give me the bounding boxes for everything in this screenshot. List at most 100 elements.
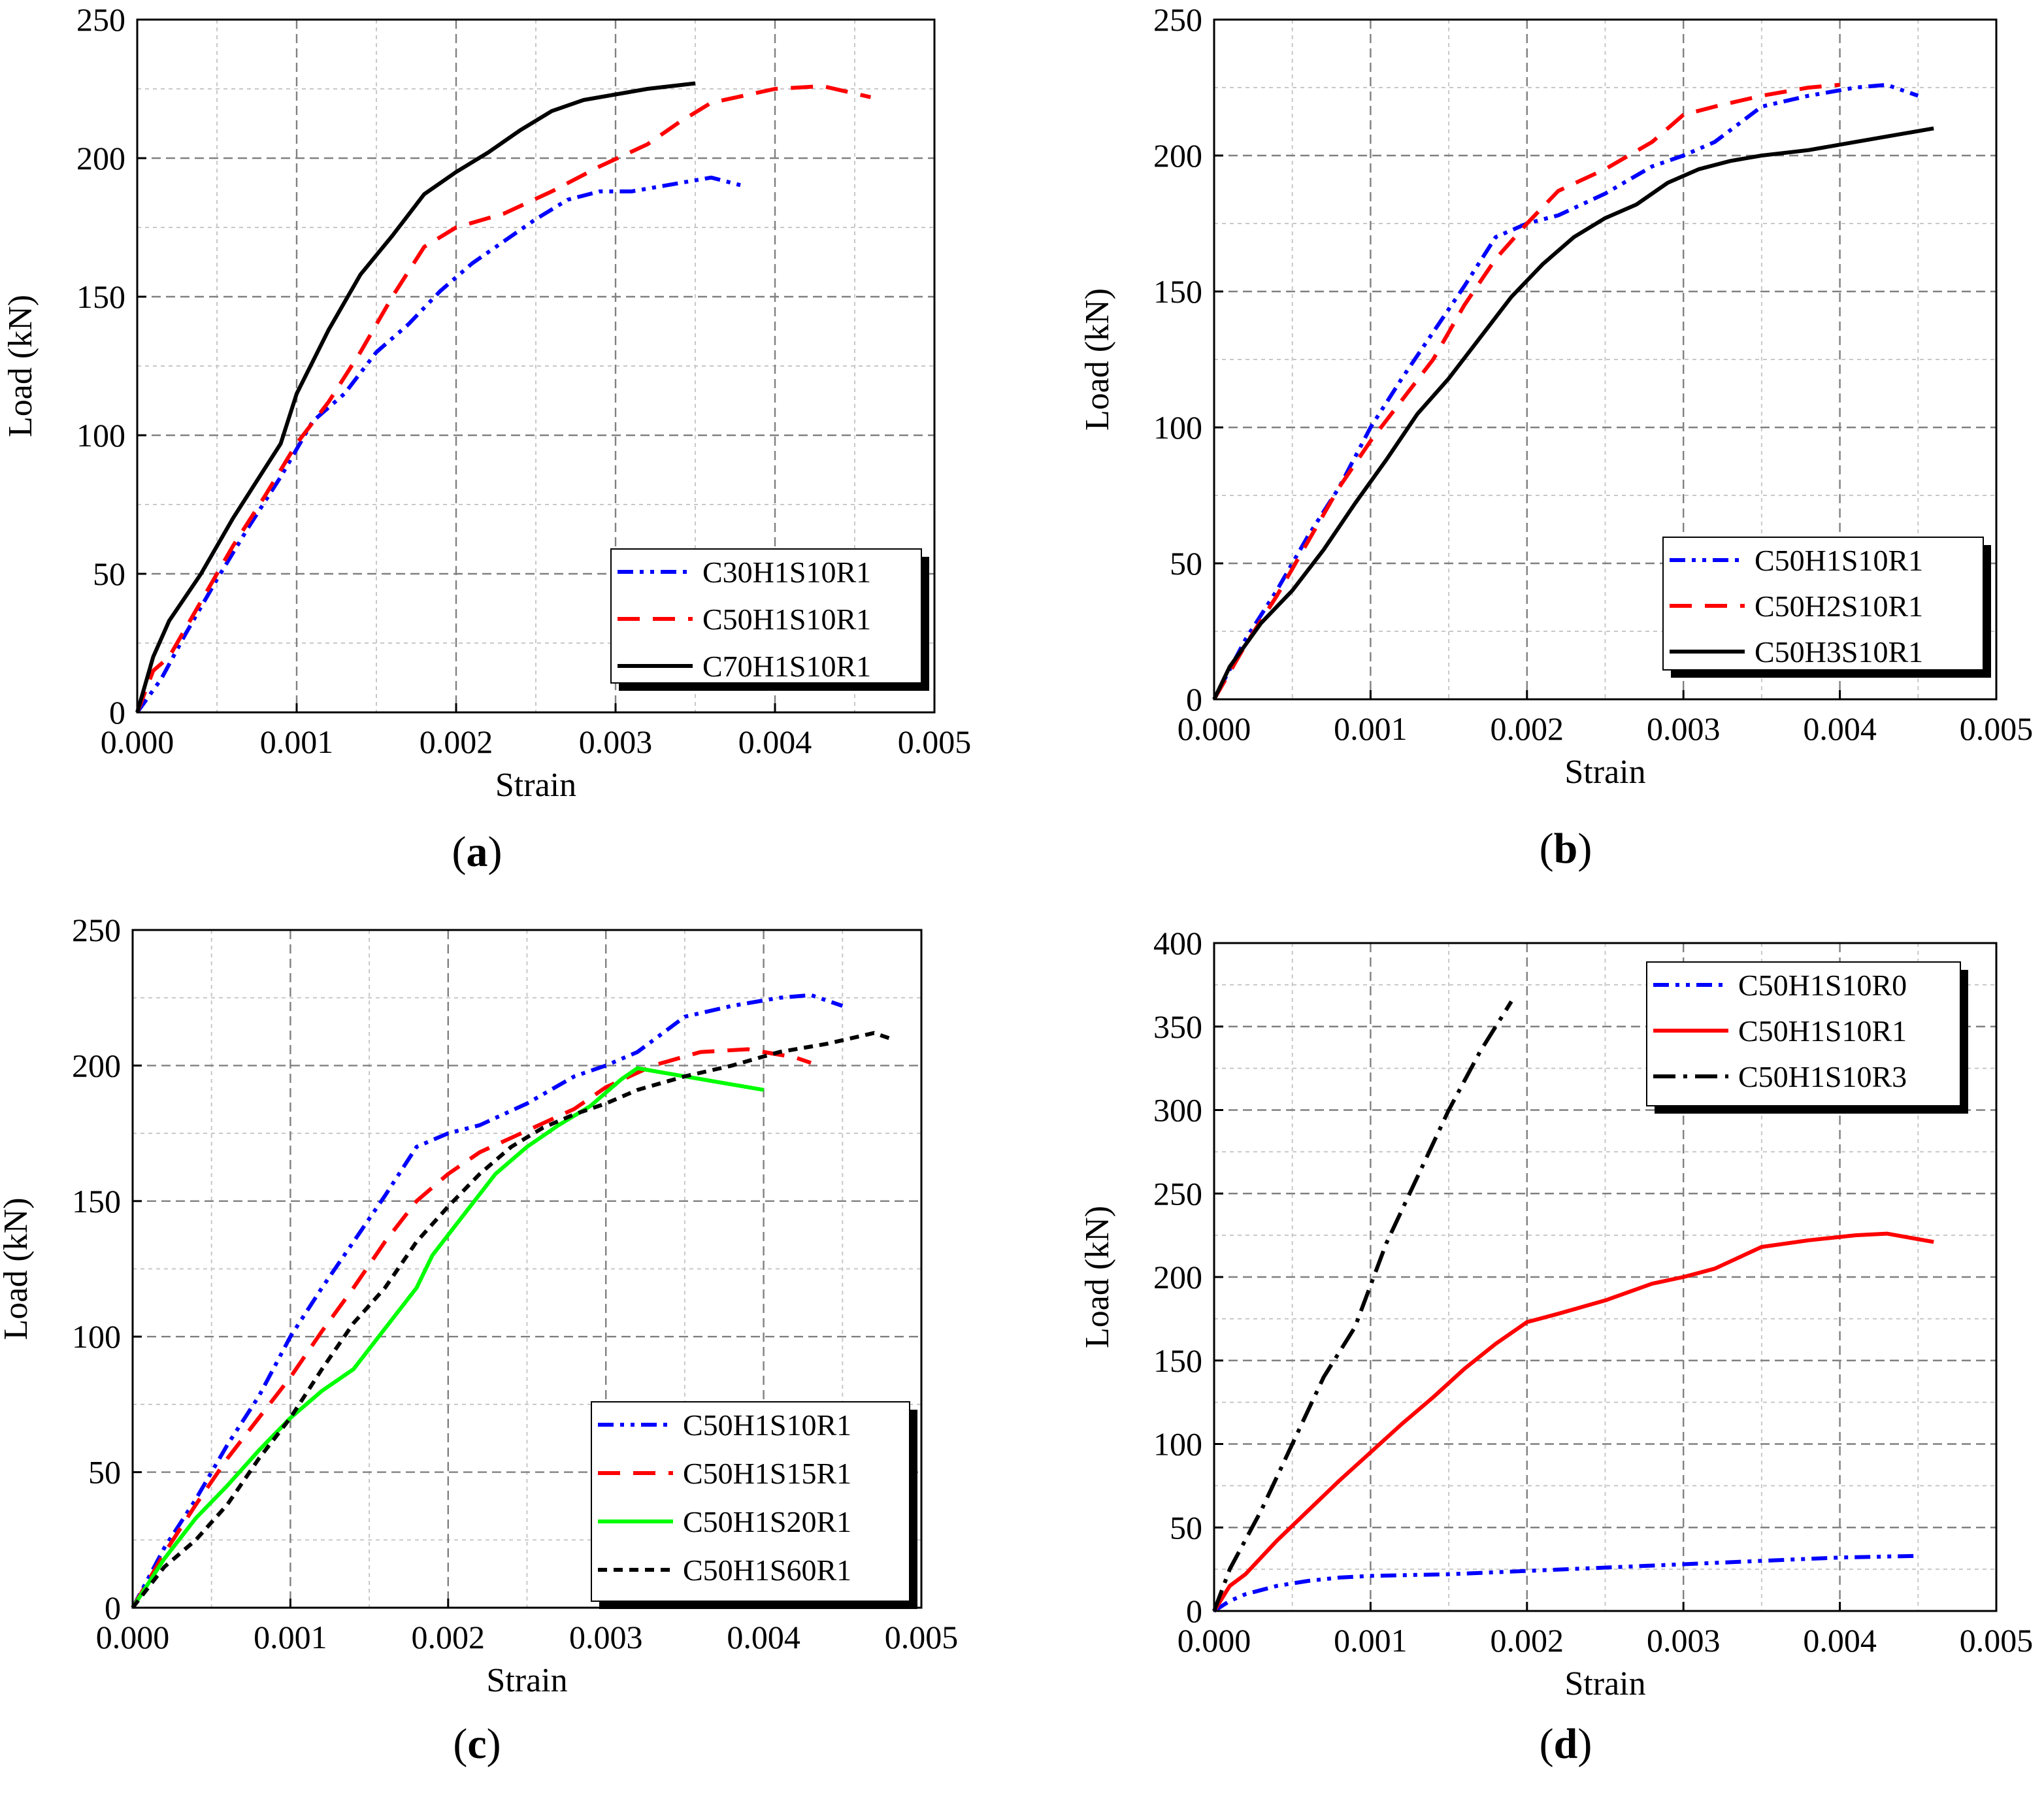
x-tick-label: 0.005: [898, 723, 972, 760]
x-tick-label: 0.002: [412, 1619, 486, 1655]
y-tick-label: 50: [1170, 545, 1202, 582]
y-tick-label: 150: [1153, 1342, 1202, 1379]
series-line-C50H1S10R3: [1212, 1000, 1513, 1612]
x-tick-label: 0.002: [420, 723, 493, 760]
y-tick-label: 0: [1186, 1593, 1202, 1629]
y-tick-label: 150: [1153, 273, 1202, 310]
legend-label: C30H1S10R1: [702, 556, 871, 589]
x-tick-label: 0.001: [254, 1619, 327, 1655]
plot-frame: [1213, 18, 1998, 701]
x-tick-label: 0.005: [1960, 1622, 2034, 1659]
x-tick-label: 0.001: [1334, 710, 1408, 747]
legend-label: C50H2S10R1: [1755, 589, 1923, 623]
series-line-C50H1S10R1: [1212, 1231, 1934, 1612]
x-tick-label: 0.003: [569, 1619, 643, 1655]
series-line-C50H1S10R1: [131, 993, 844, 1609]
y-tick-label: 250: [1153, 1, 1202, 38]
legend: C50H1S10R1 C50H2S10R1 C50H3S10R1: [1662, 537, 1991, 678]
y-tick-label: 0: [105, 1589, 121, 1626]
legend-box: [591, 1401, 910, 1602]
y-tick-label: 100: [76, 417, 125, 454]
chart-panel-c: 0.000 0.001 0.002 0.003 0.004 0.005 0 50 100 150 2…: [0, 912, 958, 1768]
legend: C30H1S10R1 C50H1S10R1 C70H1S10R1: [610, 548, 929, 691]
x-axis-label: Strain: [1564, 1665, 1645, 1702]
y-tick-label: 250: [76, 1, 125, 38]
x-tick-label: 0.003: [1647, 710, 1721, 747]
x-axis-label: Strain: [495, 767, 576, 804]
y-tick-label: 50: [88, 1454, 121, 1491]
y-tick-label: 350: [1153, 1008, 1202, 1045]
plot-frame: [131, 929, 923, 1609]
y-tick-label: 150: [72, 1183, 121, 1220]
legend-label: C50H3S10R1: [1755, 635, 1923, 669]
panel-caption: (b): [1540, 825, 1592, 872]
y-tick-label: 0: [109, 694, 125, 731]
series-line-C50H1S15R1: [131, 1047, 812, 1609]
y-tick-label: 100: [1153, 409, 1202, 446]
x-axis-label: Strain: [1564, 754, 1645, 791]
x-tick-label: 0.001: [260, 723, 334, 760]
legend-label: C50H1S10R1: [1755, 544, 1923, 577]
x-tick-label: 0.000: [101, 723, 174, 760]
x-axis-label: Strain: [486, 1662, 567, 1699]
x-tick-label: 0.000: [96, 1619, 170, 1655]
y-tick-label: 100: [1153, 1426, 1202, 1463]
legend-label: C50H1S20R1: [683, 1505, 851, 1538]
legend: C50H1S10R0 C50H1S10R1 C50H1S10R3: [1646, 961, 1968, 1114]
legend: C50H1S10R1 C50H1S15R1 C50H1S20R1 C50H1S60R1: [591, 1401, 917, 1609]
legend-label: C70H1S10R1: [702, 650, 871, 683]
chart-panel-d: 0.000 0.001 0.002 0.003 0.004 0.005 0 50 100 150 2…: [1079, 925, 2033, 1768]
legend-label: C50H1S60R1: [683, 1553, 851, 1587]
x-tick-label: 0.005: [1960, 710, 2034, 747]
y-tick-label: 250: [1153, 1175, 1202, 1212]
y-axis-label: Load (kN): [2, 295, 39, 437]
y-tick-label: 300: [1153, 1092, 1202, 1129]
x-tick-label: 0.004: [727, 1619, 800, 1655]
chart-panel-a: 0.000 0.001 0.002 0.003 0.004 0.005 0 50 100 150 2…: [2, 1, 971, 876]
y-axis-label: Load (kN): [1079, 1206, 1116, 1348]
y-tick-label: 200: [76, 140, 125, 176]
legend-label: C50H1S10R1: [702, 603, 871, 636]
legend-label: C50H1S15R1: [683, 1457, 851, 1490]
y-axis-label: Load (kN): [1079, 288, 1116, 431]
x-tick-label: 0.004: [1803, 1622, 1877, 1659]
series-line-C50H1S10R1: [135, 84, 872, 714]
x-tick-label: 0.002: [1491, 1622, 1564, 1659]
series-line-C50H1S60R1: [131, 1031, 891, 1609]
x-tick-label: 0.005: [885, 1619, 959, 1655]
x-tick-label: 0.000: [1178, 1622, 1251, 1659]
x-tick-label: 0.000: [1178, 710, 1251, 747]
x-tick-label: 0.002: [1491, 710, 1564, 747]
y-tick-label: 200: [1153, 1259, 1202, 1295]
x-tick-label: 0.003: [1647, 1622, 1721, 1659]
legend-label: C50H1S10R1: [683, 1408, 851, 1442]
x-tick-label: 0.003: [579, 723, 653, 760]
legend-label: C50H1S10R0: [1738, 969, 1907, 1002]
y-tick-label: 50: [1170, 1509, 1202, 1546]
y-tick-label: 50: [93, 556, 125, 592]
panel-caption: (c): [453, 1720, 501, 1768]
chart-panel-b: 0.000 0.001 0.002 0.003 0.004 0.005 0 50 100 150 2…: [1079, 1, 2033, 872]
y-tick-label: 100: [72, 1318, 121, 1355]
x-tick-label: 0.001: [1334, 1622, 1408, 1659]
y-tick-label: 250: [72, 912, 121, 948]
y-tick-label: 150: [76, 278, 125, 315]
y-tick-label: 200: [1153, 137, 1202, 174]
x-tick-label: 0.004: [1803, 710, 1877, 747]
y-tick-label: 200: [72, 1047, 121, 1084]
series-line-C70H1S10R1: [135, 81, 696, 713]
panel-caption: (d): [1540, 1720, 1592, 1768]
series-line-C50H3S10R1: [1212, 126, 1934, 701]
panel-caption: (a): [452, 828, 503, 876]
x-tick-label: 0.004: [738, 723, 812, 760]
series-line-C50H2S10R1: [1212, 82, 1840, 701]
y-tick-label: 0: [1186, 681, 1202, 718]
series-line-C30H1S10R1: [135, 175, 744, 714]
plot-frame: [136, 18, 936, 714]
legend-label: C50H1S10R1: [1738, 1014, 1907, 1048]
y-tick-label: 400: [1153, 925, 1202, 961]
legend-label: C50H1S10R3: [1738, 1060, 1907, 1093]
series-line-C50H1S10R0: [1213, 1553, 1919, 1613]
series-line-C50H1S20R1: [131, 1066, 765, 1609]
